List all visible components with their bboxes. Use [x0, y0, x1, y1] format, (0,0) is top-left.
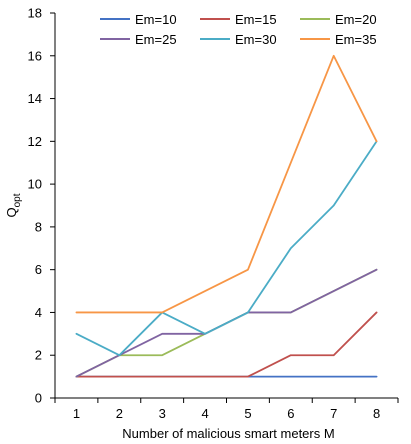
legend-label: Em=15	[235, 12, 277, 27]
legend: Em=10 Em=15 Em=20 Em=25 Em=30 Em=35	[100, 12, 377, 47]
x-tick-label: 3	[159, 406, 166, 421]
y-axis-label: Qopt	[4, 193, 23, 217]
legend-item: Em=10	[100, 12, 177, 27]
y-tick-label: 12	[28, 134, 42, 149]
y-tick-label: 16	[28, 48, 42, 63]
x-tick-label: 1	[73, 406, 80, 421]
x-axis-label: Number of malicious smart meters M	[122, 426, 334, 441]
legend-label: Em=20	[335, 12, 377, 27]
x-tick-label: 6	[287, 406, 294, 421]
series-line-em-30	[75, 140, 378, 357]
y-tick-label: 4	[35, 305, 42, 320]
legend-label: Em=30	[235, 32, 277, 47]
y-tick-label: 10	[28, 177, 42, 192]
x-tick-label: 7	[330, 406, 337, 421]
y-axis-label-subscript: opt	[12, 193, 23, 207]
y-axis-ticks: 0 2 4 6 8 10 12 14 16 18	[28, 6, 55, 406]
legend-item: Em=35	[300, 32, 377, 47]
legend-item: Em=30	[200, 32, 277, 47]
legend-item: Em=15	[200, 12, 277, 27]
legend-item: Em=25	[100, 32, 177, 47]
y-tick-label: 2	[35, 348, 42, 363]
y-tick-label: 8	[35, 219, 42, 234]
series-lines	[75, 54, 378, 378]
legend-label: Em=10	[135, 12, 177, 27]
x-tick-label: 2	[116, 406, 123, 421]
legend-item: Em=20	[300, 12, 377, 27]
y-tick-label: 18	[28, 6, 42, 21]
x-axis-ticks: 1 2 3 4 5 6 7 8	[54, 398, 399, 421]
y-axis-label-main: Q	[4, 207, 19, 217]
legend-label: Em=25	[135, 32, 177, 47]
series-line-em-15	[75, 311, 378, 378]
x-tick-label: 4	[201, 406, 208, 421]
x-tick-label: 5	[244, 406, 251, 421]
y-tick-label: 0	[35, 391, 42, 406]
legend-label: Em=35	[335, 32, 377, 47]
y-tick-label: 14	[28, 91, 42, 106]
x-tick-label: 8	[373, 406, 380, 421]
series-line-em-35	[75, 54, 378, 314]
y-tick-label: 6	[35, 262, 42, 277]
